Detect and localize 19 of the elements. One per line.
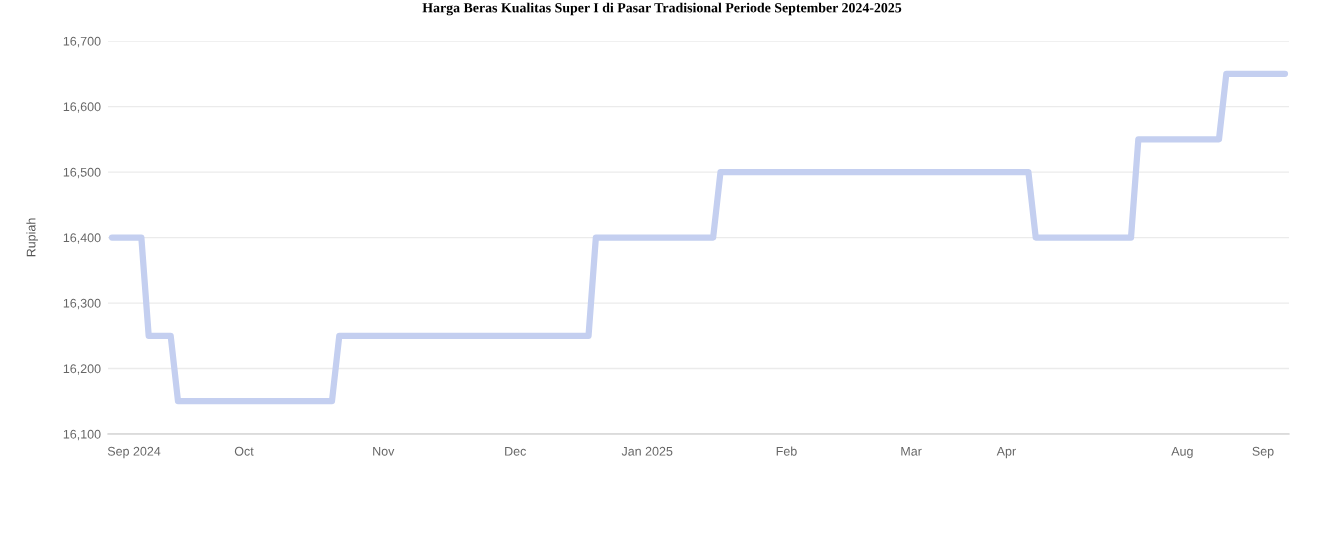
x-tick-label: Apr xyxy=(996,446,1016,459)
y-tick-label: 16,300 xyxy=(63,298,101,310)
y-axis-title: Rupiah xyxy=(26,218,38,257)
x-tick-label: Mar xyxy=(901,446,922,456)
x-tick-label: Oct xyxy=(234,446,254,456)
y-tick-label: 16,200 xyxy=(63,364,101,375)
y-tick-label: 16,100 xyxy=(63,429,101,441)
x-tick-label: Feb xyxy=(776,446,797,456)
x-tick-label: Jan 2025 xyxy=(621,446,673,456)
x-tick-label: Aug xyxy=(1171,446,1193,459)
y-tick-label: 16,400 xyxy=(63,233,101,244)
chart-title: Harga Beras Kualitas Super I di Pasar Tradisional Periode September 2024-2025 xyxy=(422,2,902,16)
x-tick-label: Sep xyxy=(1252,446,1274,459)
y-tick-label: 16,500 xyxy=(63,167,101,179)
y-tick-label: 16,700 xyxy=(63,36,101,48)
x-tick-label: Sep 2024 xyxy=(107,446,161,459)
x-tick-label: Nov xyxy=(373,446,395,456)
x-tick-label: Dec xyxy=(505,446,527,456)
y-tick-label: 16,600 xyxy=(63,102,101,113)
